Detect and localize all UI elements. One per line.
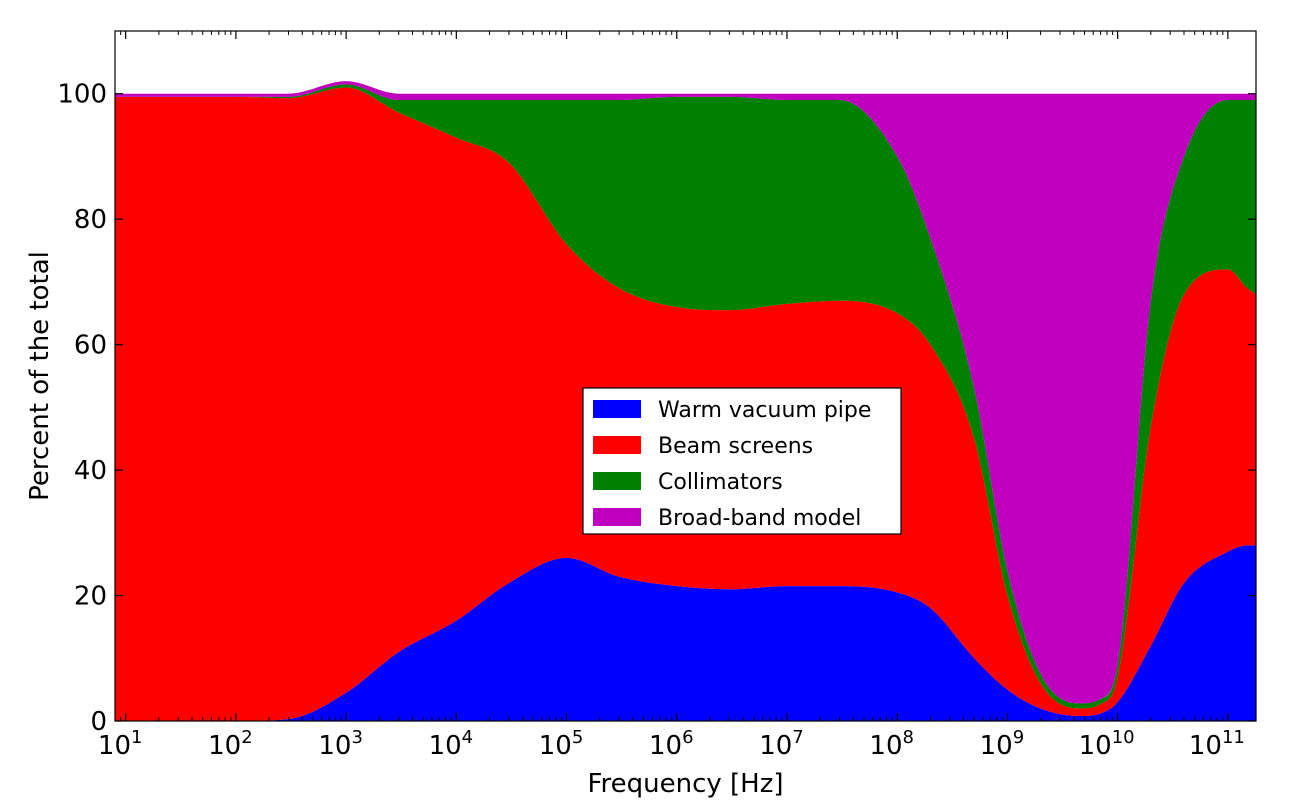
x-tick-label: 1010 (1079, 727, 1135, 761)
x-tick-label: 109 (980, 727, 1025, 761)
y-tick-label: 80 (74, 205, 107, 235)
x-tick-label: 107 (759, 727, 804, 761)
legend-swatch (593, 472, 641, 490)
legend-entry-label: Beam screens (658, 434, 813, 459)
legend-entry-label: Warm vacuum pipe (658, 398, 871, 423)
area-collimators (115, 84, 1256, 709)
legend-entry-label: Broad-band model (658, 506, 861, 531)
x-tick-label: 104 (429, 727, 474, 761)
x-tick-label: 105 (539, 727, 584, 761)
y-tick-label: 0 (90, 707, 107, 737)
x-axis: 101 102 103 104 105 106 107 108 109 1010 1011 (98, 31, 1245, 761)
y-tick-label: 100 (57, 80, 107, 110)
area-broad-band-model (115, 81, 1256, 704)
x-tick-label: 103 (318, 727, 363, 761)
x-tick-label: 106 (649, 727, 694, 761)
legend-swatch (593, 400, 641, 418)
y-tick-label: 20 (74, 582, 107, 612)
legend: Warm vacuum pipe Beam screens Collimators B… (582, 387, 902, 535)
y-axis-label: Percent of the total (25, 251, 55, 501)
x-tick-label: 101 (98, 727, 143, 761)
x-tick-label: 1011 (1189, 727, 1245, 761)
y-axis: 0 20 40 60 80 100 (57, 80, 1256, 737)
x-axis-label: Frequency [Hz] (587, 769, 783, 799)
x-tick-label: 102 (208, 727, 253, 761)
x-tick-label: 108 (869, 727, 914, 761)
area-warm-vacuum-pipe (115, 545, 1256, 721)
legend-entry-label: Collimators (658, 470, 783, 495)
legend-swatch (593, 508, 641, 526)
axes-frame (114, 30, 1257, 722)
y-tick-label: 60 (74, 331, 107, 361)
legend-swatch (593, 436, 641, 454)
y-tick-label: 40 (74, 456, 107, 486)
